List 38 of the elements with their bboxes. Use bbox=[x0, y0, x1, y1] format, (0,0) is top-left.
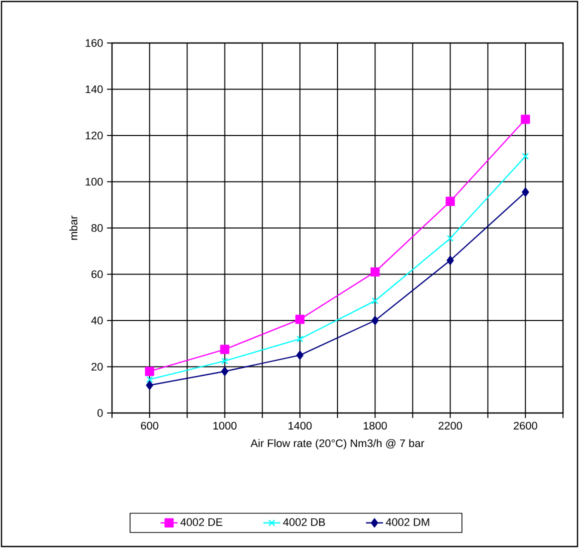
legend-label: 4002 DB bbox=[283, 518, 325, 526]
point bbox=[221, 358, 228, 364]
point bbox=[372, 316, 379, 326]
y-tick-label: 80 bbox=[91, 224, 103, 232]
x-tick-label: 2600 bbox=[514, 422, 538, 430]
point bbox=[220, 344, 230, 354]
y-tick-label: 40 bbox=[91, 316, 103, 324]
point bbox=[446, 196, 455, 206]
point bbox=[296, 336, 304, 342]
x-tick-label: 1400 bbox=[288, 422, 312, 430]
point bbox=[145, 366, 154, 376]
x-tick-label: 600 bbox=[141, 422, 158, 430]
y-tick-label: 0 bbox=[98, 409, 103, 417]
point bbox=[221, 366, 228, 376]
point bbox=[296, 350, 304, 360]
point bbox=[146, 376, 154, 383]
y-tick-label: 20 bbox=[92, 362, 103, 371]
y-tick-label: 120 bbox=[86, 132, 103, 140]
y-tick-label: 160 bbox=[86, 39, 103, 47]
point bbox=[522, 152, 529, 160]
y-tick-label: 140 bbox=[86, 85, 103, 94]
point bbox=[372, 297, 379, 304]
y-axis-title: mbar bbox=[69, 216, 78, 240]
y-tick-label: 100 bbox=[86, 178, 103, 186]
point bbox=[446, 234, 454, 242]
point bbox=[446, 256, 454, 265]
point bbox=[146, 380, 154, 390]
legend-label: 4002 DE bbox=[180, 518, 222, 526]
point bbox=[522, 188, 530, 197]
point bbox=[520, 114, 530, 124]
point bbox=[295, 314, 305, 324]
legend-label: 4002 DM bbox=[386, 518, 430, 526]
x-tick-label: 1000 bbox=[213, 422, 237, 430]
y-tick-label: 60 bbox=[92, 270, 103, 278]
point bbox=[370, 267, 380, 277]
x-tick-label: 1800 bbox=[364, 422, 387, 430]
x-tick-label: 2200 bbox=[438, 422, 462, 430]
x-axis-title: Air Flow rate (20°C) Nm3/h @ 7 bar bbox=[250, 439, 424, 450]
